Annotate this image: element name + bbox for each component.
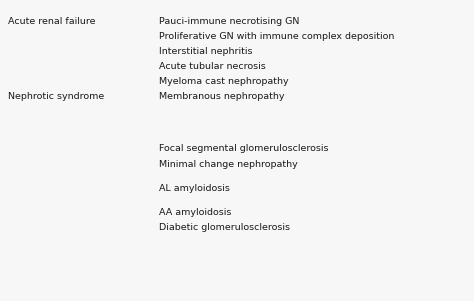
Text: Acute renal failure: Acute renal failure bbox=[8, 17, 96, 26]
Text: Diabetic glomerulosclerosis: Diabetic glomerulosclerosis bbox=[159, 223, 290, 232]
Text: Myeloma cast nephropathy: Myeloma cast nephropathy bbox=[159, 77, 288, 86]
Text: Proliferative GN with immune complex deposition: Proliferative GN with immune complex dep… bbox=[159, 32, 394, 41]
Text: Nephrotic syndrome: Nephrotic syndrome bbox=[8, 92, 104, 101]
Text: Membranous nephropathy: Membranous nephropathy bbox=[159, 92, 284, 101]
Text: Acute tubular necrosis: Acute tubular necrosis bbox=[159, 62, 265, 71]
Text: Focal segmental glomerulosclerosis: Focal segmental glomerulosclerosis bbox=[159, 144, 328, 154]
Text: Minimal change nephropathy: Minimal change nephropathy bbox=[159, 160, 298, 169]
Text: Pauci-immune necrotising GN: Pauci-immune necrotising GN bbox=[159, 17, 299, 26]
Text: AL amyloidosis: AL amyloidosis bbox=[159, 184, 230, 193]
Text: Interstitial nephritis: Interstitial nephritis bbox=[159, 47, 252, 56]
Text: AA amyloidosis: AA amyloidosis bbox=[159, 208, 231, 217]
